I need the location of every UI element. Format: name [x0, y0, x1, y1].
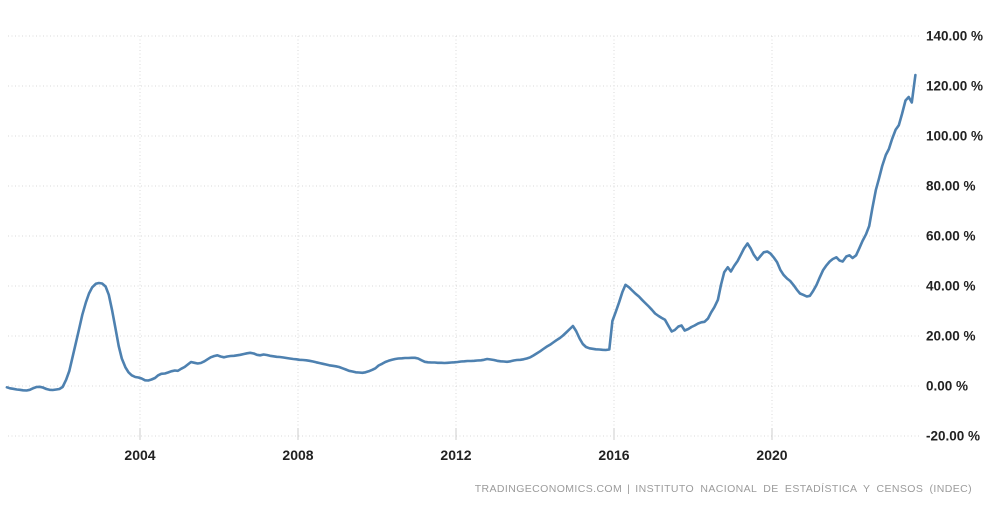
y-axis-label: 80.00 % — [926, 179, 976, 194]
x-axis-label: 2016 — [598, 447, 629, 463]
y-axis-label: 60.00 % — [926, 229, 976, 244]
x-axis-label: 2020 — [756, 447, 787, 463]
y-axis-label: 40.00 % — [926, 279, 976, 294]
data-source-label: INSTITUTO NACIONAL DE ESTADÍSTICA Y CENS… — [635, 483, 972, 495]
y-axis-label: -20.00 % — [926, 429, 980, 444]
y-axis-label: 140.00 % — [926, 29, 983, 44]
y-axis-label: 100.00 % — [926, 129, 983, 144]
x-axis-label: 2012 — [440, 447, 471, 463]
x-axis-label: 2008 — [282, 447, 313, 463]
y-axis-label: 120.00 % — [926, 79, 983, 94]
attribution: TRADINGECONOMICS.COM | INSTITUTO NACIONAL … — [475, 482, 972, 496]
y-axis-label: 20.00 % — [926, 329, 976, 344]
tradingeconomics-link[interactable]: TRADINGECONOMICS.COM — [474, 483, 623, 495]
y-axis-label: 0.00 % — [926, 379, 968, 394]
attribution-separator: | — [627, 483, 631, 495]
x-axis-label: 2004 — [124, 447, 155, 463]
series-line[interactable] — [5, 73, 917, 392]
